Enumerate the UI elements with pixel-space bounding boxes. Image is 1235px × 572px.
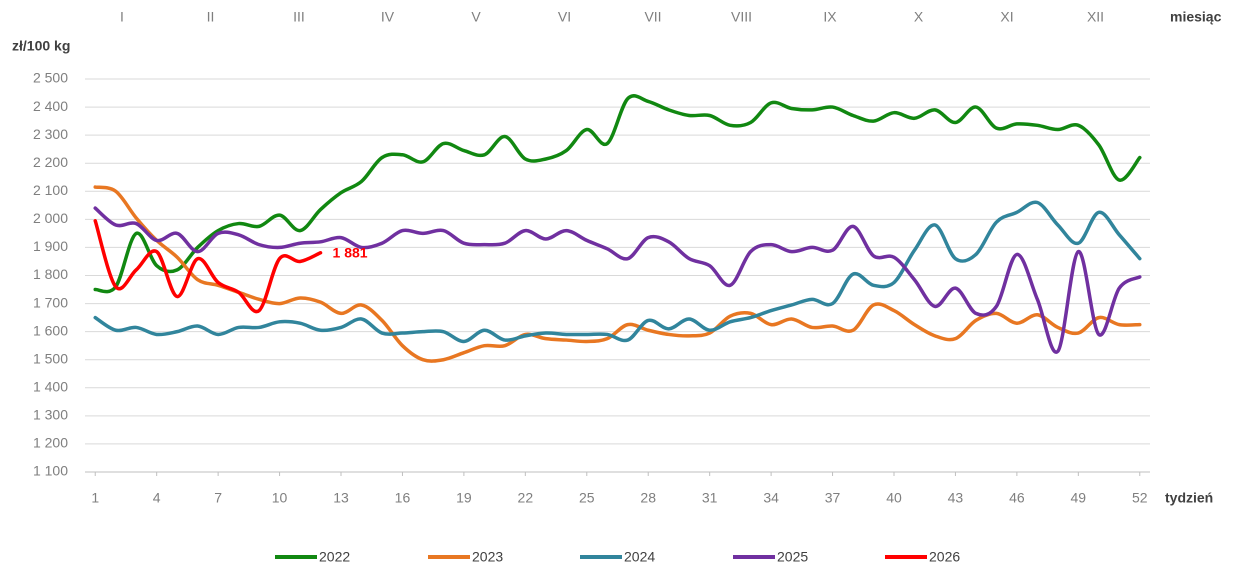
y-tick-label: 2 500 [33, 70, 68, 86]
x-tick-label: 4 [153, 490, 161, 506]
x-tick-label: 7 [214, 490, 222, 506]
legend-label: 2026 [929, 549, 960, 565]
y-tick-label: 1 400 [33, 378, 68, 394]
x-tick-label: 52 [1132, 490, 1148, 506]
y-tick-label: 1 200 [33, 435, 68, 451]
y-tick-label: 2 100 [33, 182, 68, 198]
month-label: V [471, 9, 481, 25]
series-line [93, 219, 323, 314]
x-tick-label: 31 [702, 490, 718, 506]
month-label: II [207, 9, 215, 25]
y-tick-label: 2 300 [33, 126, 68, 142]
x-tick-label: 10 [272, 490, 288, 506]
x-tick-label: 49 [1071, 490, 1087, 506]
y-tick-label: 2 200 [33, 154, 68, 170]
legend-label: 2024 [624, 549, 655, 565]
x-tick-label: 13 [333, 490, 349, 506]
y-axis-label: zł/100 kg [12, 38, 70, 54]
month-label: III [293, 9, 305, 25]
month-label: VI [558, 9, 571, 25]
month-label: I [120, 9, 124, 25]
x-tick-label: 16 [395, 490, 411, 506]
month-label: XI [1000, 9, 1013, 25]
y-tick-label: 1 900 [33, 238, 68, 254]
legend-label: 2025 [777, 549, 808, 565]
y-tick-label: 1 300 [33, 407, 68, 423]
series-line [93, 200, 1142, 344]
y-tick-label: 1 700 [33, 294, 68, 310]
x-axis-label: tydzień [1165, 490, 1213, 506]
x-tick-label: 22 [518, 490, 534, 506]
y-tick-label: 1 100 [33, 463, 68, 479]
x-tick-label: 43 [948, 490, 964, 506]
legend-label: 2022 [319, 549, 350, 565]
month-axis-label: miesiąc [1170, 9, 1222, 25]
x-tick-label: 40 [886, 490, 902, 506]
x-tick-label: 34 [763, 490, 779, 506]
annotation: 1 881 [333, 244, 368, 260]
y-tick-label: 1 500 [33, 350, 68, 366]
x-tick-label: 28 [640, 490, 656, 506]
y-tick-label: 2 400 [33, 98, 68, 114]
x-tick-label: 1 [91, 490, 99, 506]
x-tick-label: 25 [579, 490, 595, 506]
series-line [93, 206, 1142, 354]
month-label: IV [381, 9, 395, 25]
x-tick-label: 46 [1009, 490, 1025, 506]
series-line [93, 185, 1142, 363]
y-tick-label: 1 800 [33, 266, 68, 282]
month-label: VII [644, 9, 661, 25]
y-tick-label: 2 000 [33, 210, 68, 226]
series-line [93, 94, 1142, 294]
month-label: X [914, 9, 924, 25]
x-tick-label: 37 [825, 490, 841, 506]
legend-label: 2023 [472, 549, 503, 565]
month-label: XII [1087, 9, 1104, 25]
y-tick-label: 1 600 [33, 322, 68, 338]
month-label: VIII [731, 9, 752, 25]
x-tick-label: 19 [456, 490, 472, 506]
month-label: IX [823, 9, 837, 25]
